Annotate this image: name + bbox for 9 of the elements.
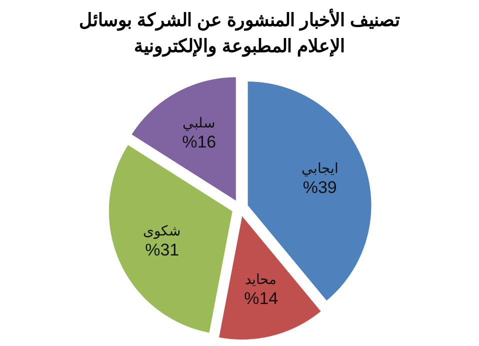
slice-label: شكوى (143, 222, 182, 240)
data-label: %16 (182, 132, 216, 152)
data-label: %39 (302, 178, 337, 198)
slice-label: ايجابي (301, 160, 338, 176)
chart-title: تصنيف الأخبار المنشورة عن الشركة بوسائل الإعلام المطبوعة والإلكترونية (79, 10, 400, 56)
data-label: %14 (244, 289, 278, 308)
slice-label: محايد (245, 271, 278, 288)
data-label: %31 (145, 240, 180, 260)
slice-label: سلبي (182, 114, 216, 131)
